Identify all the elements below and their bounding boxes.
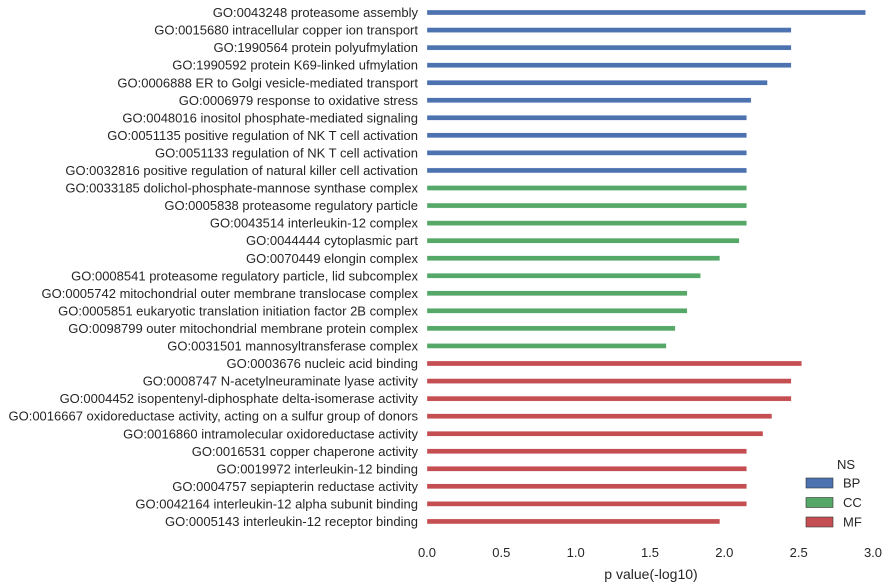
x-tick-label: 0.5 (492, 545, 510, 560)
category-label: GO:0016860 intramolecular oxidoreductase… (123, 426, 418, 441)
bar-go-0019972 (426, 466, 747, 472)
x-tick-label: 1.0 (567, 545, 585, 560)
bar-go-0006979 (426, 97, 752, 103)
category-label: GO:0031501 mannosyltransferase complex (167, 339, 418, 354)
bars-layer (426, 9, 866, 525)
category-label: GO:0044444 cytoplasmic part (246, 233, 418, 248)
category-label: GO:0005838 proteasome regulatory particl… (164, 198, 418, 213)
category-labels: GO:0043248 proteasome assembly GO:0015680… (8, 5, 418, 529)
bar-go-0005742 (426, 290, 688, 296)
legend-label-bp: BP (843, 476, 860, 491)
legend-label-mf: MF (843, 515, 862, 530)
category-label: GO:0004757 sepiapterin reductase activit… (172, 479, 418, 494)
category-label: GO:0003676 nucleic acid binding (226, 356, 418, 371)
category-label: GO:0005742 mitochondrial outer membrane … (42, 286, 419, 301)
category-label: GO:0006979 response to oxidative stress (179, 93, 419, 108)
x-tick-label: 2.0 (715, 545, 733, 560)
category-label: GO:0033185 dolichol-phosphate-mannose sy… (65, 181, 418, 196)
category-label: GO:0043514 interleukin-12 complex (210, 216, 419, 231)
bar-go-0051135 (426, 132, 747, 139)
bar-go-0005143 (426, 518, 721, 525)
category-label: GO:0051133 regulation of NK T cell activ… (155, 145, 418, 160)
bar-go-0033185 (426, 185, 747, 191)
bar-go-0004757 (426, 483, 747, 490)
category-label: GO:0005851 eukaryotic translation initia… (58, 303, 418, 318)
x-tick-label: 3.0 (864, 545, 882, 560)
bar-go-1990564 (426, 44, 792, 51)
bar-go-0005851 (426, 308, 688, 314)
legend-label-cc: CC (843, 495, 862, 510)
legend-swatch-mf (805, 516, 834, 528)
legend: NS BP CC MF (805, 457, 862, 530)
bar-go-0006888 (426, 80, 768, 86)
category-label: GO:0016667 oxidoreductase activity, acti… (8, 409, 418, 424)
category-label: GO:0008541 proteasome regulatory particl… (71, 268, 418, 283)
category-label: GO:0004452 isopentenyl-diphosphate delta… (60, 391, 419, 406)
bar-go-0016667 (426, 413, 773, 419)
category-label: GO:0016531 copper chaperone activity (192, 444, 419, 459)
category-label: GO:1990592 protein K69-linked ufmylation (172, 58, 418, 73)
bar-go-0070449 (426, 255, 721, 261)
x-axis-label: p value(-log10) (604, 566, 697, 582)
legend-swatch-cc (805, 497, 834, 508)
bar-go-0015680 (426, 27, 792, 33)
bar-go-1990592 (426, 62, 792, 68)
bar-go-0043514 (426, 220, 747, 226)
bar-go-0032816 (426, 167, 747, 174)
category-label: GO:0008747 N-acetylneuraminate lyase act… (143, 374, 419, 389)
bar-go-0016860 (426, 431, 764, 437)
bar-go-0048016 (426, 115, 747, 121)
category-label: GO:0032816 positive regulation of natura… (65, 163, 418, 178)
x-tick-label: 2.5 (790, 545, 808, 560)
category-label: GO:0098799 outer mitochondrial membrane … (68, 321, 418, 336)
bar-go-0008747 (426, 378, 792, 384)
category-label: GO:0043248 proteasome assembly (213, 5, 419, 20)
category-label: GO:0006888 ER to Golgi vesicle-mediated … (117, 75, 418, 90)
legend-swatch-bp (805, 477, 834, 489)
x-axis: p value(-log10) 0.0 0.5 1.0 1.5 2.0 2.5 3.0 (418, 545, 882, 582)
bar-go-0008541 (426, 273, 701, 279)
bar-go-0004452 (426, 395, 792, 402)
x-tick-label: 0.0 (418, 545, 436, 560)
bar-go-0003676 (426, 360, 802, 367)
category-label: GO:0070449 elongin complex (246, 251, 419, 266)
category-label: GO:0005143 interleukin-12 receptor bindi… (165, 514, 418, 529)
category-label: GO:0015680 intracellular copper ion tran… (154, 23, 418, 38)
bar-go-0016531 (426, 448, 747, 454)
bar-go-0098799 (426, 325, 676, 332)
bar-go-0043248 (426, 9, 866, 16)
bar-go-0031501 (426, 343, 667, 349)
bar-go-0042164 (426, 501, 747, 507)
legend-title: NS (837, 457, 855, 472)
category-label: GO:0042164 interleukin-12 alpha subunit … (135, 496, 418, 511)
x-tick-label: 1.5 (641, 545, 659, 560)
category-label: GO:0051135 positive regulation of NK T c… (107, 128, 418, 143)
category-label: GO:1990564 protein polyufmylation (213, 40, 418, 55)
bar-go-0044444 (426, 237, 740, 244)
category-label: GO:0048016 inositol phosphate-mediated s… (122, 110, 418, 125)
bar-go-0051133 (426, 150, 747, 156)
bar-go-0005838 (426, 202, 747, 209)
category-label: GO:0019972 interleukin-12 binding (216, 461, 418, 476)
